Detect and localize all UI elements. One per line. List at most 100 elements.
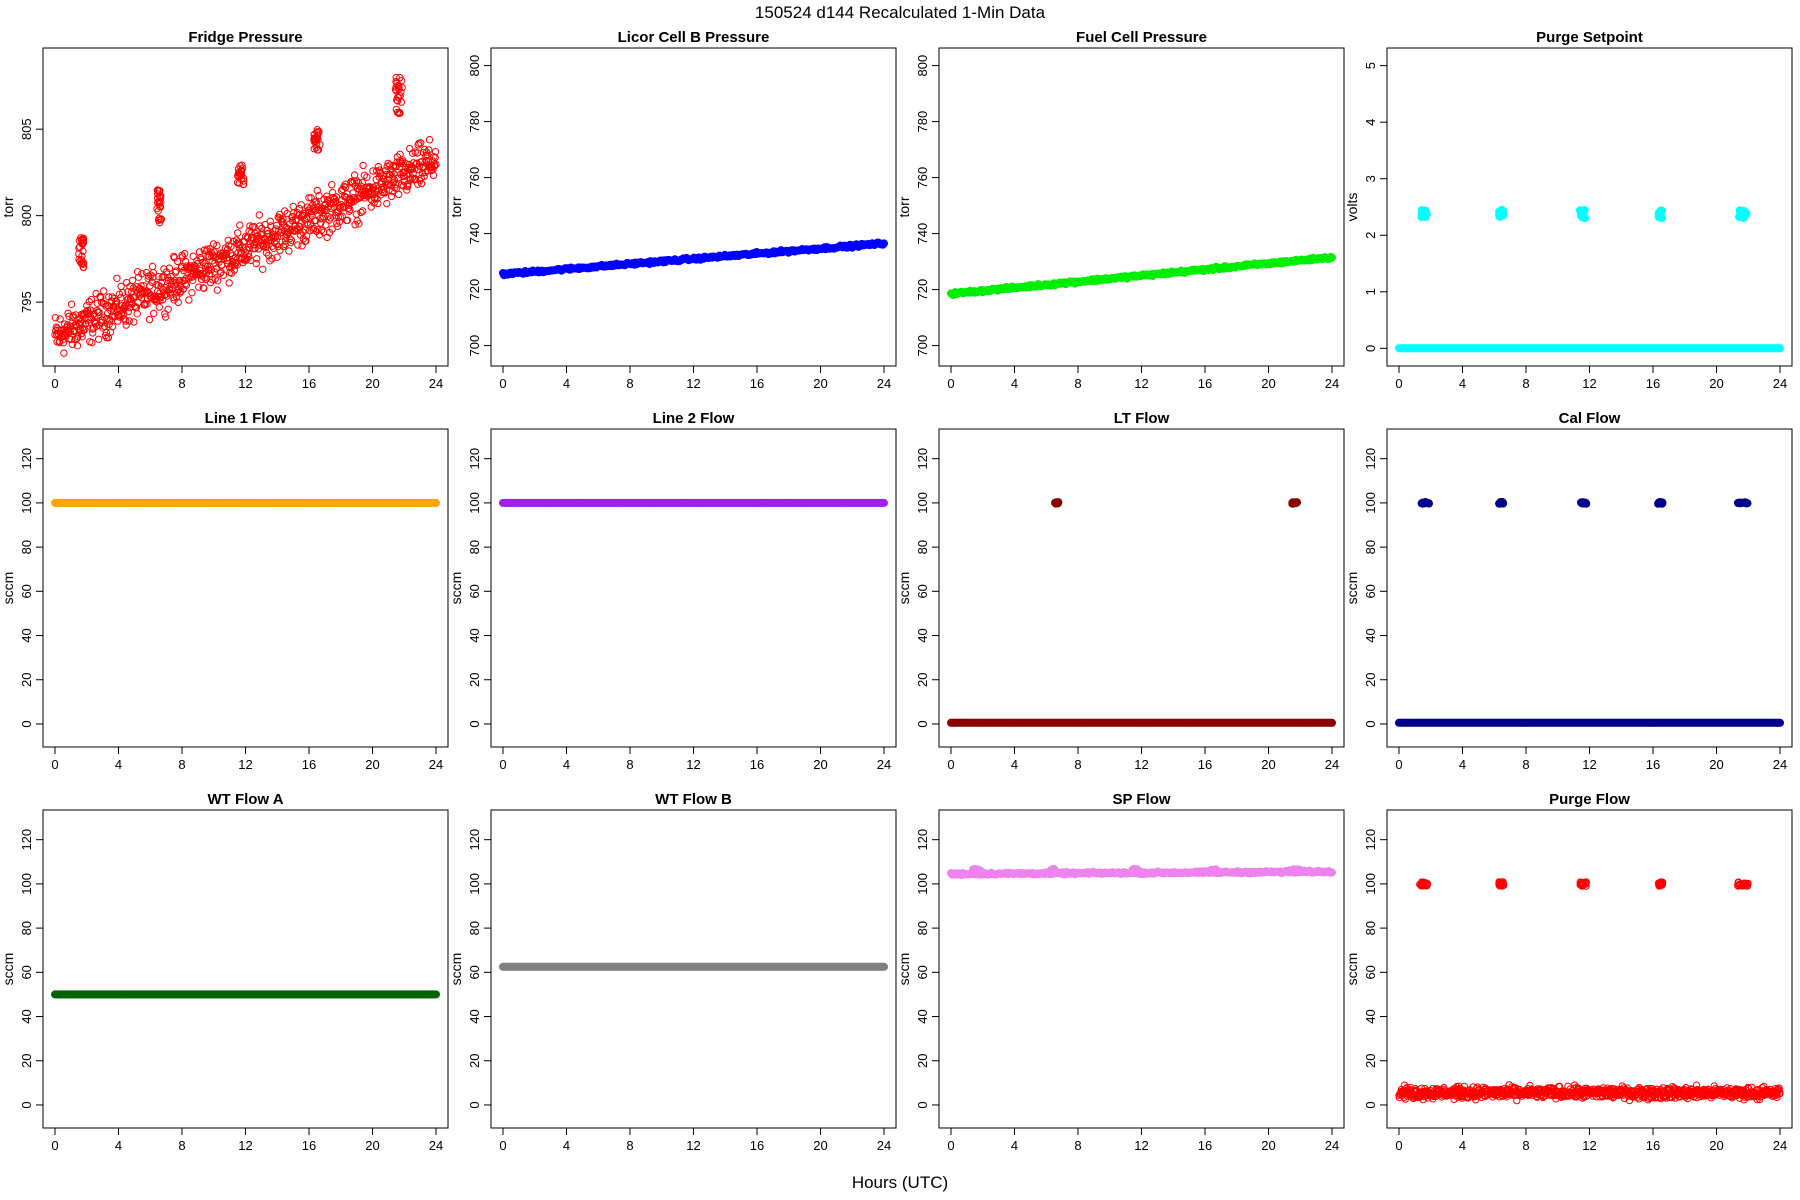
y-tick-label: 80: [19, 921, 34, 935]
data-point: [181, 280, 189, 288]
x-tick-label: 4: [1459, 757, 1466, 772]
panel-title: LT Flow: [1114, 410, 1170, 427]
x-tick-label: 20: [1261, 1138, 1275, 1153]
y-tick-label: 20: [467, 1054, 482, 1068]
data-point: [200, 274, 209, 282]
data-point: [413, 149, 422, 157]
data-point: [420, 172, 428, 181]
y-tick-label: 0: [19, 720, 34, 727]
data-points: [947, 864, 1336, 879]
data-point: [355, 220, 363, 228]
data-point: [287, 236, 296, 244]
data-point: [281, 207, 289, 215]
data-point: [334, 222, 342, 230]
x-tick-label: 12: [1134, 757, 1148, 772]
data-point: [214, 277, 222, 285]
x-tick-label: 8: [626, 757, 633, 772]
data-point: [294, 226, 302, 235]
data-point: [149, 269, 158, 277]
data-point: [328, 181, 336, 189]
x-tick-label: 20: [365, 1138, 379, 1153]
data-point: [338, 212, 346, 220]
data-point: [358, 178, 366, 187]
data-point: [185, 296, 193, 304]
data-point: [294, 241, 302, 249]
x-tick-label: 12: [238, 376, 252, 391]
series-purge-3: [1576, 206, 1589, 223]
panel-title: Purge Setpoint: [1536, 29, 1643, 46]
series-pressure: [947, 252, 1336, 300]
data-point: [195, 283, 203, 291]
data-point: [155, 303, 164, 311]
y-tick-label: 720: [467, 279, 482, 301]
data-point: [423, 151, 431, 159]
data-point: [346, 205, 354, 214]
data-point: [266, 217, 274, 226]
data-point: [393, 79, 401, 87]
x-tick-label: 8: [178, 757, 185, 772]
data-point: [359, 161, 367, 170]
data-point: [165, 264, 174, 272]
data-point: [1418, 498, 1427, 507]
x-tick-label: 16: [302, 1138, 316, 1153]
data-point: [255, 211, 263, 219]
plot-frame: [938, 428, 1345, 748]
data-point: [231, 258, 239, 267]
data-point: [309, 205, 318, 213]
y-tick-label: 40: [915, 628, 930, 642]
data-point: [1498, 498, 1507, 507]
data-point: [313, 186, 321, 195]
data-point: [100, 287, 108, 295]
x-tick-label: 4: [1011, 757, 1018, 772]
data-points: [499, 498, 888, 507]
data-point: [342, 183, 350, 191]
data-point: [112, 297, 121, 306]
x-tick-label: 24: [877, 1138, 891, 1153]
x-tick-label: 16: [302, 757, 316, 772]
data-point: [120, 310, 128, 318]
data-point: [175, 285, 183, 293]
data-point: [395, 190, 403, 199]
data-point: [417, 139, 425, 147]
panel-title: Fuel Cell Pressure: [1076, 29, 1207, 46]
data-point: [95, 308, 103, 317]
data-point: [363, 173, 371, 181]
y-tick-label: 60: [19, 965, 34, 979]
data-point: [328, 225, 336, 233]
data-point: [155, 216, 163, 225]
series-on-1: [1417, 498, 1433, 508]
series-purge-4: [1654, 206, 1667, 223]
y-tick-label: 0: [467, 720, 482, 727]
data-point: [88, 338, 96, 347]
data-point: [222, 249, 230, 257]
series-purge-2: [1495, 205, 1508, 221]
x-tick-label: 8: [1074, 757, 1081, 772]
data-point: [1417, 206, 1426, 215]
data-points: [51, 990, 440, 999]
x-tick-label: 20: [1709, 376, 1723, 391]
data-point: [79, 234, 88, 243]
data-point: [268, 242, 277, 251]
data-point: [87, 295, 96, 304]
data-point: [245, 253, 253, 261]
data-point: [188, 289, 196, 297]
x-tick-label: 20: [813, 1138, 827, 1153]
x-tick-label: 12: [686, 376, 700, 391]
y-tick-label: 20: [467, 673, 482, 687]
y-tick-label: 1: [1363, 288, 1378, 295]
data-point: [268, 255, 276, 263]
x-tick-label: 20: [813, 757, 827, 772]
y-tick-label: 100: [915, 873, 930, 895]
data-point: [76, 325, 85, 334]
data-point: [417, 179, 426, 188]
x-tick-label: 4: [1011, 376, 1018, 391]
y-tick-label: 805: [19, 118, 34, 140]
y-tick-label: 120: [467, 448, 482, 470]
data-point: [1658, 206, 1666, 215]
y-axis-label: volts: [1344, 193, 1360, 222]
data-point: [423, 148, 431, 156]
data-point: [374, 199, 382, 208]
x-tick-label: 24: [877, 757, 891, 772]
x-tick-label: 8: [178, 1138, 185, 1153]
x-tick-label: 20: [1261, 376, 1275, 391]
